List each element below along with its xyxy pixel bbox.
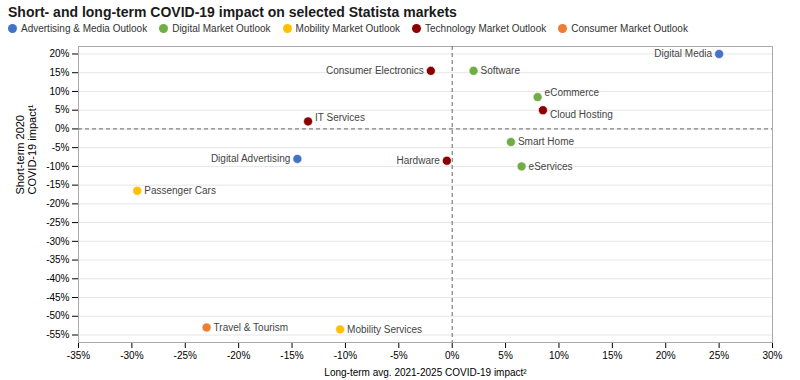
svg-text:-40%: -40% <box>46 273 69 284</box>
svg-text:0%: 0% <box>55 123 70 134</box>
svg-text:10%: 10% <box>549 350 569 361</box>
html-text:Advertising & Media Outlook: Advertising & Media Outlook <box>21 23 148 34</box>
html-text:Short- and long-term COVID-19: Short- and long-term COVID-19 impact on … <box>8 4 457 20</box>
svg-text:0%: 0% <box>445 350 460 361</box>
svg-text:20%: 20% <box>656 350 676 361</box>
svg-text:eServices: eServices <box>529 161 573 172</box>
svg-text:30%: 30% <box>762 350 782 361</box>
svg-text:10%: 10% <box>49 86 69 97</box>
svg-text:Cloud Hosting: Cloud Hosting <box>550 109 613 120</box>
svg-text:-15%: -15% <box>46 179 69 190</box>
svg-text:Long-term avg. 2021-2025 COVID: Long-term avg. 2021-2025 COVID-19 impact… <box>324 367 527 378</box>
svg-text:-35%: -35% <box>67 350 90 361</box>
svg-text:-20%: -20% <box>46 198 69 209</box>
svg-text:-5%: -5% <box>390 350 408 361</box>
svg-text:-30%: -30% <box>46 236 69 247</box>
svg-text:Travel & Tourism: Travel & Tourism <box>214 322 288 333</box>
svg-text:eCommerce: eCommerce <box>545 87 600 98</box>
svg-text:-5%: -5% <box>52 142 70 153</box>
svg-text:-10%: -10% <box>46 161 69 172</box>
svg-text:-30%: -30% <box>120 350 143 361</box>
svg-text:Consumer Electronics: Consumer Electronics <box>326 65 424 76</box>
html-text:Mobility Market Outlook: Mobility Market Outlook <box>295 23 400 34</box>
svg-text:Digital Advertising: Digital Advertising <box>211 153 290 164</box>
svg-text:5%: 5% <box>55 104 70 115</box>
html-text:Technology Market Outlook: Technology Market Outlook <box>425 23 547 34</box>
svg-text:Smart Home: Smart Home <box>518 136 575 147</box>
svg-text:20%: 20% <box>49 48 69 59</box>
html-text:Consumer Market Outlook: Consumer Market Outlook <box>571 23 688 34</box>
svg-text:Hardware: Hardware <box>396 155 440 166</box>
svg-text:-45%: -45% <box>46 292 69 303</box>
svg-text:Software: Software <box>481 65 521 76</box>
svg-text:Digital Media: Digital Media <box>654 48 712 59</box>
svg-text:25%: 25% <box>709 350 729 361</box>
svg-text:5%: 5% <box>498 350 513 361</box>
svg-text:-55%: -55% <box>46 329 69 340</box>
svg-text:-35%: -35% <box>46 254 69 265</box>
svg-text:Passenger Cars: Passenger Cars <box>144 185 216 196</box>
svg-text:-15%: -15% <box>280 350 303 361</box>
svg-text:15%: 15% <box>602 350 622 361</box>
svg-text:-10%: -10% <box>334 350 357 361</box>
svg-text:-25%: -25% <box>174 350 197 361</box>
svg-text:-50%: -50% <box>46 310 69 321</box>
html-text:Digital Market Outlook: Digital Market Outlook <box>172 23 271 34</box>
svg-text:-25%: -25% <box>46 217 69 228</box>
svg-text:IT Services: IT Services <box>315 112 365 123</box>
svg-text:-20%: -20% <box>227 350 250 361</box>
svg-text:Short-term 2020COVID-19 impact: Short-term 2020COVID-19 impact¹ <box>14 104 38 194</box>
svg-text:15%: 15% <box>49 67 69 78</box>
svg-text:Mobility Services: Mobility Services <box>347 324 422 335</box>
